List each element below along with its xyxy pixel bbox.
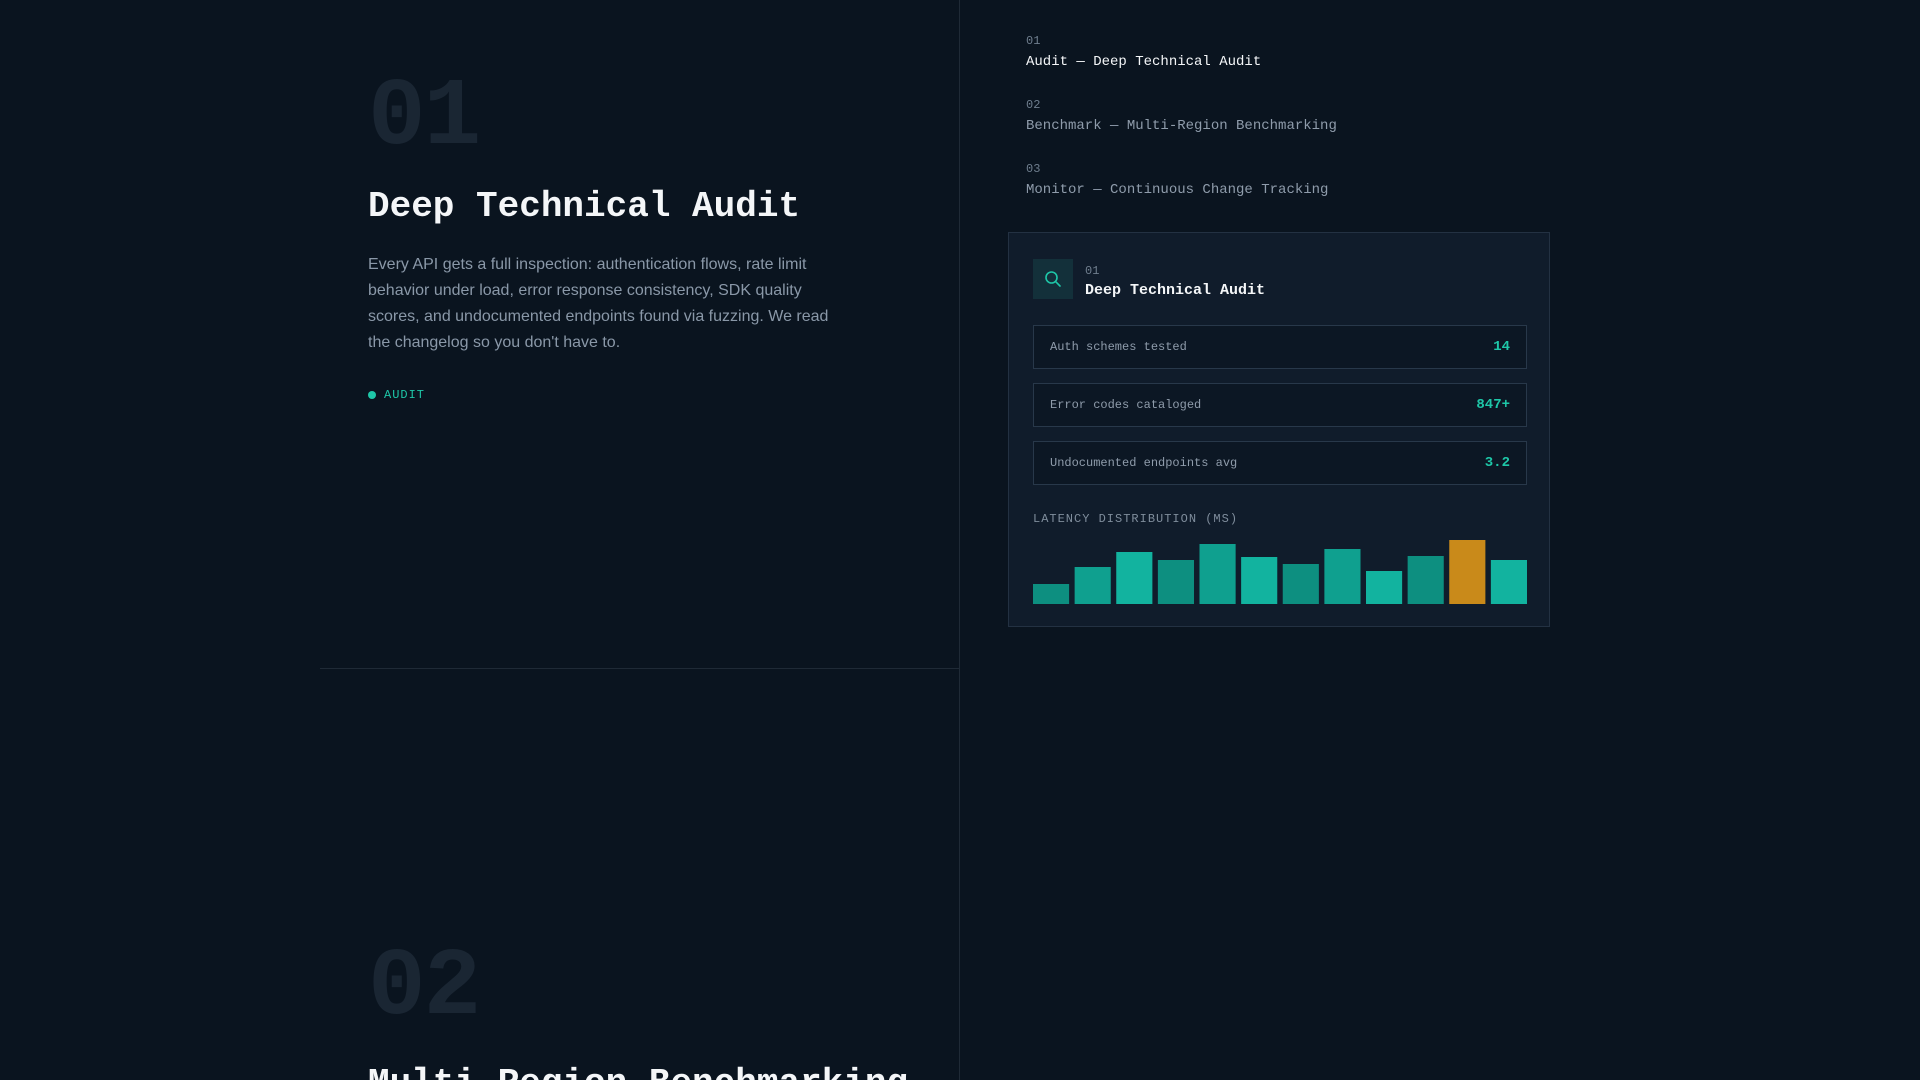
chart-title: LATENCY DISTRIBUTION (MS) bbox=[1033, 512, 1239, 526]
nav-item-label: Monitor — Continuous Change Tracking bbox=[1026, 182, 1329, 198]
stat-row: Auth schemes tested 14 bbox=[1033, 325, 1527, 369]
nav-item-label: Audit — Deep Technical Audit bbox=[1026, 54, 1262, 70]
latency-bar bbox=[1449, 540, 1486, 604]
section-number: 02 bbox=[368, 933, 481, 1042]
stat-label: Undocumented endpoints avg bbox=[1050, 456, 1238, 470]
latency-chart bbox=[1033, 540, 1527, 604]
nav-item-number: 03 bbox=[1026, 162, 1041, 176]
section-title: Deep Technical Audit bbox=[368, 186, 801, 227]
tag-dot-icon bbox=[368, 391, 376, 399]
section-title: Multi-Region Benchmarking bbox=[368, 1062, 908, 1080]
section-number: 01 bbox=[368, 63, 481, 172]
nav-item-audit[interactable]: 01 Audit — Deep Technical Audit bbox=[1026, 34, 1526, 98]
latency-bar bbox=[1324, 549, 1361, 604]
nav-item-label: Benchmark — Multi-Region Benchmarking bbox=[1026, 118, 1337, 134]
stat-label: Auth schemes tested bbox=[1050, 340, 1187, 354]
section-divider bbox=[320, 668, 959, 669]
card-number: 01 bbox=[1085, 264, 1100, 278]
nav-item-number: 02 bbox=[1026, 98, 1041, 112]
nav-item-benchmark[interactable]: 02 Benchmark — Multi-Region Benchmarking bbox=[1026, 98, 1526, 162]
stat-row: Error codes cataloged 847+ bbox=[1033, 383, 1527, 427]
latency-bar bbox=[1157, 560, 1195, 604]
latency-bar bbox=[1490, 560, 1527, 604]
search-icon bbox=[1033, 259, 1073, 299]
latency-bar bbox=[1407, 556, 1444, 604]
stat-row: Undocumented endpoints avg 3.2 bbox=[1033, 441, 1527, 485]
latency-bar bbox=[1241, 557, 1278, 604]
nav-item-monitor[interactable]: 03 Monitor — Continuous Change Tracking bbox=[1026, 162, 1526, 226]
stats-list: Auth schemes tested 14 Error codes catal… bbox=[1033, 325, 1527, 499]
search-icon-glyph bbox=[1045, 271, 1061, 287]
stat-label: Error codes cataloged bbox=[1050, 398, 1202, 412]
content-column: 01 Deep Technical Audit Every API gets a… bbox=[320, 0, 960, 1080]
latency-bar bbox=[1033, 584, 1070, 604]
latency-bar bbox=[1282, 564, 1319, 604]
nav-item-number: 01 bbox=[1026, 34, 1041, 48]
section-description: Every API gets a full inspection: authen… bbox=[368, 256, 829, 351]
latency-bar bbox=[1366, 571, 1403, 604]
section-tag: AUDIT bbox=[368, 388, 425, 402]
section-tag-label: AUDIT bbox=[384, 388, 426, 402]
stat-value: 847+ bbox=[1476, 397, 1510, 413]
stat-value: 3.2 bbox=[1484, 455, 1510, 471]
card-title: Deep Technical Audit bbox=[1085, 282, 1266, 299]
service-nav: 01 Audit — Deep Technical Audit 02 Bench… bbox=[1026, 34, 1526, 226]
latency-bar bbox=[1116, 552, 1153, 604]
latency-bar bbox=[1199, 544, 1236, 604]
audit-card: 01 Deep Technical Audit Auth schemes tes… bbox=[1008, 232, 1550, 627]
stat-value: 14 bbox=[1493, 339, 1510, 355]
latency-bar bbox=[1074, 567, 1111, 604]
